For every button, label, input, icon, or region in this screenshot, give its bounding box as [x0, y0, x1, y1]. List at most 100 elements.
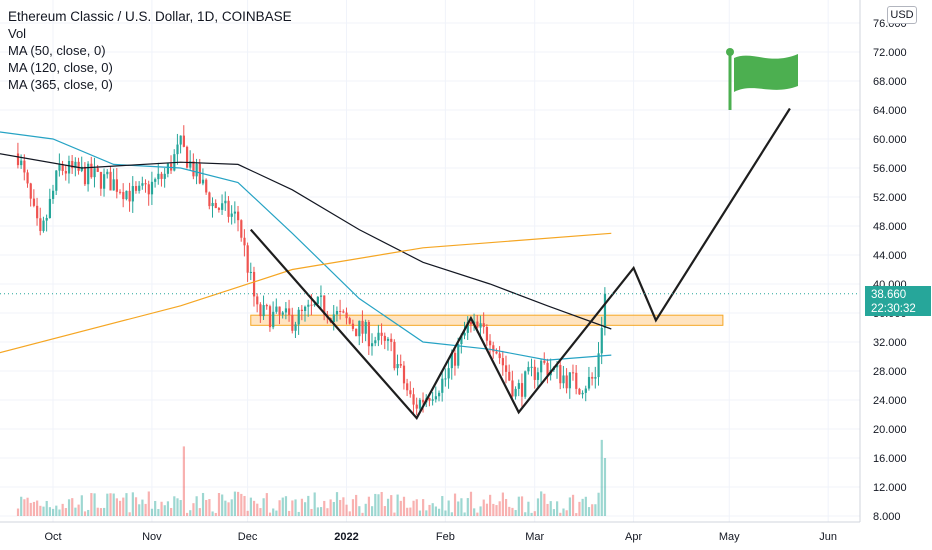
volume-bar [434, 506, 437, 516]
volume-bar [103, 507, 106, 516]
y-tick-label: 32.000 [873, 337, 907, 349]
candle-body [163, 173, 166, 179]
volume-bar [425, 510, 428, 516]
candle-body [192, 161, 195, 177]
indicator-volume[interactable]: Vol [8, 26, 27, 41]
volume-bar [173, 496, 176, 516]
candle-body [367, 321, 371, 347]
volume-bar [90, 493, 93, 516]
symbol-title[interactable]: Ethereum Classic / U.S. Dollar, 1D, COIN… [8, 9, 292, 24]
x-tick-label: Mar [525, 531, 544, 543]
volume-bar [224, 500, 227, 516]
volume-bar [237, 491, 240, 516]
volume-bar [329, 499, 332, 516]
volume-bar [192, 503, 195, 516]
candle-body [74, 161, 77, 169]
candle-body [364, 321, 367, 334]
candle-body [536, 372, 540, 380]
candle-body [230, 213, 233, 217]
volume-bar [67, 499, 71, 516]
indicator-ma50[interactable]: MA (50, close, 0) [8, 43, 106, 58]
y-tick-label: 8.000 [873, 511, 901, 523]
ma365-line [0, 232, 612, 354]
volume-bar [492, 503, 495, 516]
volume-bar [268, 512, 272, 516]
candle-body [32, 198, 36, 206]
candle-body [597, 353, 600, 378]
candle-body [543, 360, 546, 363]
volume-bar [386, 498, 390, 516]
candle-body [469, 322, 473, 325]
volume-bar [134, 497, 138, 516]
candle-body [90, 163, 93, 178]
volume-bar [48, 507, 52, 516]
candle-body [112, 179, 115, 191]
candle-body [460, 335, 463, 345]
candle-body [201, 179, 205, 184]
candle-body [310, 304, 313, 306]
candle-body [332, 314, 335, 323]
candle-body [265, 305, 268, 307]
candle-body [441, 378, 444, 393]
volume-bar [428, 504, 431, 516]
volume-bar [144, 503, 147, 516]
candle-body [492, 345, 495, 352]
candle-body [600, 327, 603, 354]
volume-bar [195, 496, 198, 516]
volume-bar [514, 510, 517, 516]
volume-bar [479, 506, 482, 516]
volume-bar [559, 512, 562, 516]
candle-body [556, 364, 559, 368]
volume-bar [450, 512, 453, 516]
volume-bar [109, 493, 112, 516]
volume-bar [339, 499, 342, 516]
flag-cloth [734, 54, 798, 92]
candle-body [504, 365, 508, 372]
volume-bar [272, 508, 275, 516]
candle-body [189, 161, 192, 168]
candle-body [252, 271, 256, 297]
candle-body [450, 352, 453, 369]
volume-bar [399, 500, 402, 516]
volume-bar [473, 508, 476, 516]
candle-body [195, 163, 198, 177]
volume-bar [441, 496, 444, 516]
candle-body [268, 306, 272, 328]
currency-button[interactable]: USD [887, 6, 917, 24]
volume-bar [364, 503, 367, 516]
volume-bar [402, 496, 406, 516]
volume-bar [603, 458, 607, 516]
volume-bar [578, 501, 581, 516]
y-tick-label: 24.000 [873, 395, 907, 407]
indicator-ma120[interactable]: MA (120, close, 0) [8, 60, 113, 75]
candle-body [559, 364, 562, 384]
volume-bar [227, 502, 230, 516]
candle-body [406, 383, 409, 391]
volume-bar [431, 503, 434, 516]
volume-bar [508, 506, 511, 516]
candle-body [304, 306, 307, 311]
volume-bar [422, 499, 425, 516]
volume-bar [240, 493, 243, 516]
candle-body [307, 304, 310, 307]
candle-body [533, 366, 536, 380]
candle-body [313, 303, 316, 306]
y-tick-label: 20.000 [873, 424, 907, 436]
volume-bar [489, 494, 492, 516]
candle-body [115, 179, 118, 192]
volume-bar [71, 498, 74, 516]
volume-bar [316, 507, 319, 516]
candle-body [498, 353, 501, 359]
candle-body [409, 390, 412, 395]
candle-body [412, 394, 415, 405]
volume-bar [355, 494, 358, 516]
indicator-ma365[interactable]: MA (365, close, 0) [8, 77, 113, 92]
candle-body [437, 392, 441, 397]
candle-body [240, 220, 243, 238]
y-tick-label: 52.000 [873, 192, 907, 204]
candle-body [447, 368, 450, 379]
candle-body [319, 295, 323, 297]
volume-bar [527, 501, 530, 516]
candle-body [224, 200, 227, 204]
